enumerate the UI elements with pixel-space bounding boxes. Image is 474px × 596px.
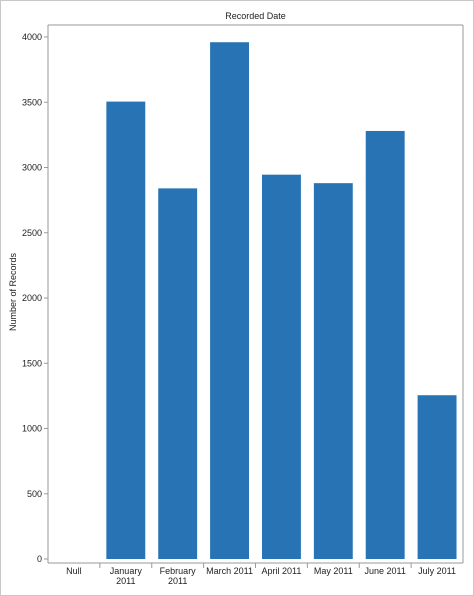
x-tick-label-line: 2011 [116, 576, 135, 586]
y-tick-label: 3500 [22, 97, 42, 107]
y-tick-label: 0 [37, 554, 42, 564]
x-tick-label-line: March 2011 [206, 566, 253, 576]
x-tick-label: April 2011 [262, 566, 302, 576]
x-tick-label-line: July 2011 [418, 566, 456, 576]
y-tick-label: 2000 [22, 293, 42, 303]
y-tick-label: 500 [27, 489, 42, 499]
bar [313, 183, 353, 559]
y-tick-label: 3000 [22, 163, 42, 173]
bar [106, 101, 146, 559]
y-tick-label: 2500 [22, 228, 42, 238]
x-tick-label: May 2011 [314, 566, 353, 576]
x-tick-label: February 2011 [160, 566, 197, 586]
x-tick-label: March 2011 [206, 566, 253, 576]
y-tick-label: 1500 [22, 358, 42, 368]
bar [158, 188, 198, 559]
y-tick-label: 4000 [22, 32, 42, 42]
x-tick-label-line: February [160, 566, 197, 576]
bar [210, 42, 250, 560]
y-axis-title: Number of Records [8, 252, 18, 331]
chart-title: Recorded Date [225, 11, 286, 21]
plot-area: 0 500 1000 1500 2000 2500 3000 3500 4000 Null Janu… [22, 24, 464, 586]
x-tick-label: January 2011 [110, 566, 143, 586]
x-tick-label-line: May 2011 [314, 566, 353, 576]
x-tick-label-line: April 2011 [262, 566, 302, 576]
x-tick-label-line: Null [66, 566, 82, 576]
bar [365, 130, 405, 559]
x-tick-label-line: June 2011 [365, 566, 406, 576]
x-tick-label-line: 2011 [168, 576, 187, 586]
bar [417, 395, 457, 559]
y-tick-label: 1000 [22, 424, 42, 434]
x-tick-label: July 2011 [418, 566, 456, 576]
bar [261, 174, 301, 560]
x-tick-label: June 2011 [365, 566, 406, 576]
x-tick-label-line: January [110, 566, 143, 576]
x-tick-label: Null [66, 566, 82, 576]
